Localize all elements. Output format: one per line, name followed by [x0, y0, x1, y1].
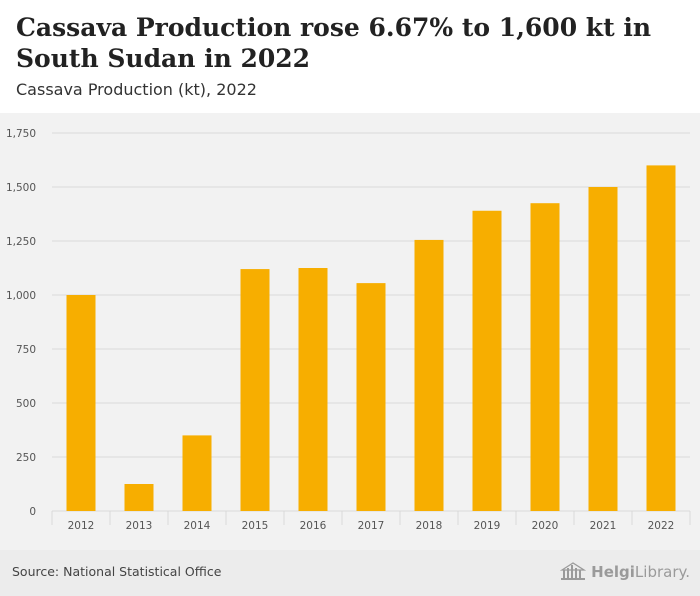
- chart-area: 0 250 500 750 1,000 1,250 1,500 1,750 2012 2013 20…: [0, 113, 700, 550]
- bar: [124, 484, 154, 511]
- x-tick-label: 2017: [358, 520, 385, 532]
- page-title: Cassava Production rose 6.67% to 1,600 k…: [16, 13, 652, 73]
- y-tick-label: 250: [16, 452, 36, 464]
- bar: [182, 435, 212, 511]
- bar: [240, 269, 270, 511]
- y-tick-label: 500: [16, 398, 36, 410]
- y-tick-label: 1,250: [6, 236, 36, 248]
- y-tick-label: 750: [16, 344, 36, 356]
- y-tick-label: 0: [29, 506, 36, 518]
- x-tick-label: 2019: [474, 520, 501, 532]
- x-tick-label: 2013: [126, 520, 153, 532]
- x-tick-label: 2022: [648, 520, 675, 532]
- x-tick-label: 2021: [590, 520, 617, 532]
- footer: Source: National Statistical Office Helg…: [0, 550, 700, 596]
- bar: [472, 210, 502, 511]
- y-tick-label: 1,500: [6, 182, 36, 194]
- brand-name-rest: Library.: [634, 563, 690, 581]
- header: Cassava Production rose 6.67% to 1,600 k…: [0, 0, 700, 113]
- x-tick-label: 2015: [242, 520, 269, 532]
- y-tick-label: 1,750: [6, 128, 36, 140]
- y-tick-label: 1,000: [6, 290, 36, 302]
- source-note: Source: National Statistical Office: [12, 564, 222, 579]
- bar: [298, 268, 328, 511]
- bar-chart: 0 250 500 750 1,000 1,250 1,500 1,750 2012 2013 20…: [6, 128, 691, 532]
- x-tick-label: 2012: [68, 520, 95, 532]
- x-tick-label: 2020: [532, 520, 559, 532]
- brand-logo: HelgiLibrary.: [560, 561, 690, 583]
- chart-subtitle: Cassava Production (kt), 2022: [16, 80, 257, 99]
- library-building-icon: [560, 562, 587, 580]
- x-tick-label: 2018: [416, 520, 443, 532]
- bar: [356, 283, 386, 511]
- bar: [66, 295, 96, 511]
- x-tick-label: 2014: [184, 520, 211, 532]
- bar: [588, 187, 618, 511]
- bar: [646, 165, 676, 511]
- brand-name-bold: Helgi: [591, 563, 635, 581]
- bar: [530, 203, 560, 511]
- bar: [414, 239, 444, 512]
- x-tick-label: 2016: [300, 520, 327, 532]
